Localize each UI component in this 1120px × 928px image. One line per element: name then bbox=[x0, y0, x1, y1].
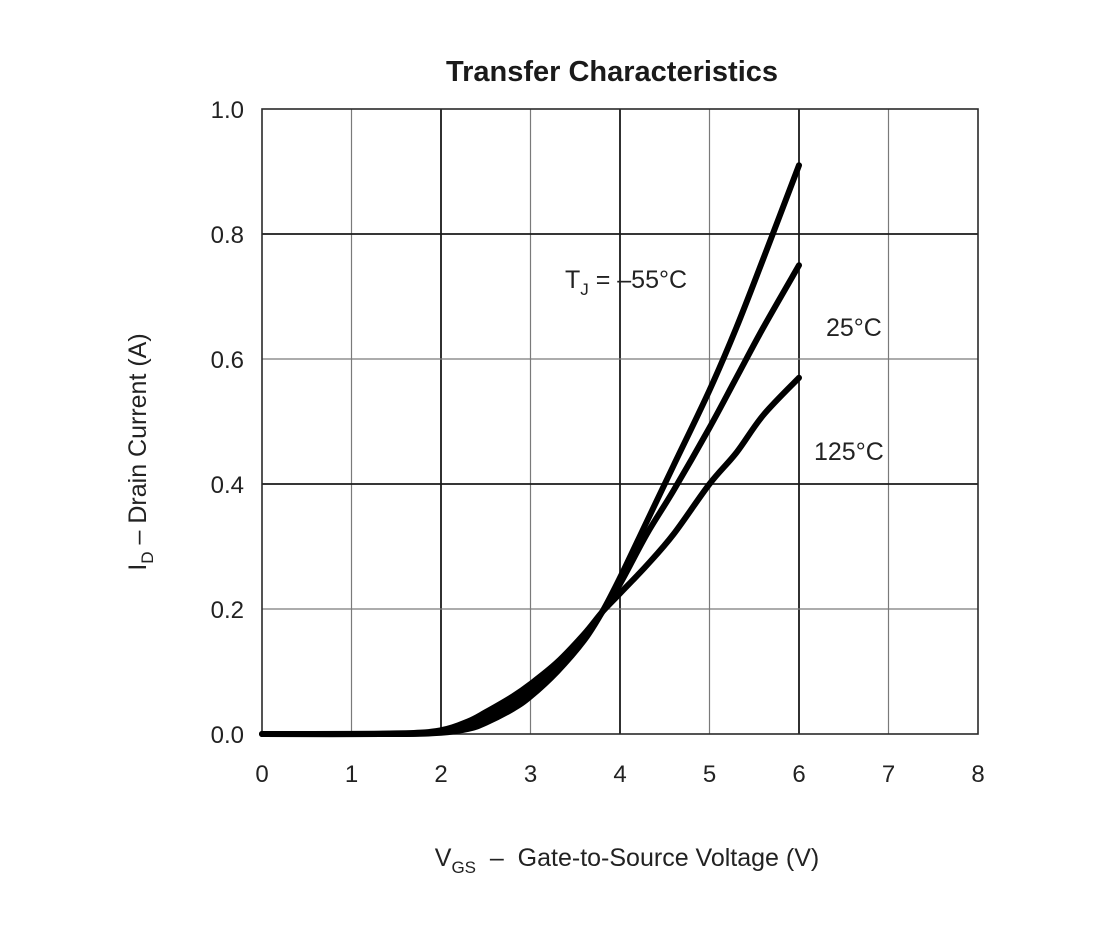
x-axis-label-rest: – Gate-to-Source Voltage (V) bbox=[476, 844, 819, 872]
x-axis-label-main: V bbox=[435, 844, 452, 872]
x-tick-label-4: 4 bbox=[613, 761, 626, 788]
y-tick-label-5: 1.0 bbox=[211, 97, 244, 124]
chart-title: Transfer Characteristics bbox=[446, 56, 778, 88]
x-tick-labels: 0 1 2 3 4 5 6 7 8 bbox=[255, 761, 984, 788]
series-label-minus55-main: T bbox=[565, 266, 580, 294]
y-tick-label-4: 0.8 bbox=[211, 222, 244, 249]
y-tick-label-2: 0.4 bbox=[211, 472, 244, 499]
series-label-minus55-rest: = –55°C bbox=[589, 266, 687, 294]
x-tick-label-6: 6 bbox=[792, 761, 805, 788]
y-axis-label: ID – Drain Current (A) bbox=[124, 333, 157, 570]
plot-frame bbox=[261, 108, 979, 735]
y-tick-labels: 0.0 0.2 0.4 0.6 0.8 1.0 bbox=[211, 97, 244, 749]
series-label-minus55-sub: J bbox=[580, 280, 589, 299]
series-label-125c: 125°C bbox=[814, 438, 884, 466]
x-axis-label-sub: GS bbox=[451, 858, 476, 877]
series-label-minus55: TJ = –55°C bbox=[565, 266, 687, 299]
x-tick-label-0: 0 bbox=[255, 761, 268, 788]
y-tick-label-3: 0.6 bbox=[211, 347, 244, 374]
x-tick-label-5: 5 bbox=[703, 761, 716, 788]
x-tick-label-1: 1 bbox=[345, 761, 358, 788]
x-tick-label-7: 7 bbox=[882, 761, 895, 788]
x-tick-label-8: 8 bbox=[971, 761, 984, 788]
curves bbox=[259, 162, 802, 738]
x-tick-label-3: 3 bbox=[524, 761, 537, 788]
curve-series-2 bbox=[259, 374, 802, 737]
y-axis-label-sub: D bbox=[138, 551, 157, 563]
series-label-25c: 25°C bbox=[826, 314, 882, 342]
y-axis-label-rest: – Drain Current (A) bbox=[124, 333, 152, 551]
x-tick-label-2: 2 bbox=[434, 761, 447, 788]
y-tick-label-0: 0.0 bbox=[211, 722, 244, 749]
y-tick-label-1: 0.2 bbox=[211, 597, 244, 624]
y-axis-label-main: I bbox=[124, 564, 152, 571]
x-axis-label: VGS – Gate-to-Source Voltage (V) bbox=[435, 844, 819, 877]
grid bbox=[262, 109, 978, 734]
